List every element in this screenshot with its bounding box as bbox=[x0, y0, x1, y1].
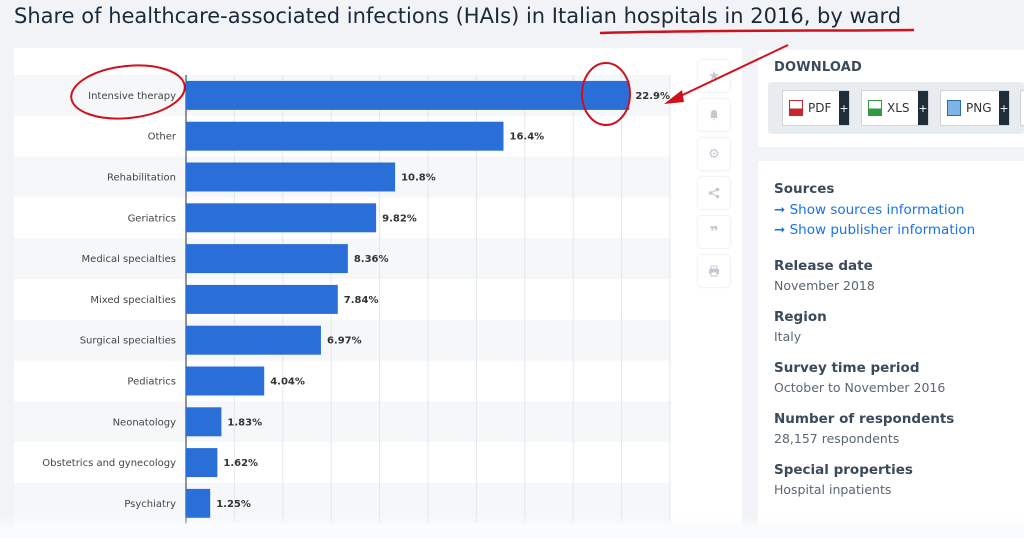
show-publisher-text: Show publisher information bbox=[789, 222, 976, 238]
data-label: 9.82% bbox=[382, 213, 417, 224]
category-label: Pediatrics bbox=[127, 377, 176, 388]
title-part-3: , by ward bbox=[803, 4, 902, 28]
quote-icon[interactable]: ❞ bbox=[698, 216, 730, 248]
show-publisher-link[interactable]: ➞ Show publisher information bbox=[774, 222, 975, 238]
category-label: Psychiatry bbox=[124, 499, 176, 510]
data-label: 7.84% bbox=[344, 295, 379, 306]
category-label: Medical specialties bbox=[82, 254, 176, 265]
category-label: Mixed specialties bbox=[90, 295, 176, 306]
xls-file-icon bbox=[868, 100, 882, 116]
bar bbox=[186, 448, 218, 478]
survey-value: October to November 2016 bbox=[774, 380, 946, 395]
bottom-fade bbox=[0, 516, 1024, 538]
gear-icon[interactable]: ⚙ bbox=[698, 138, 730, 170]
category-label: Intensive therapy bbox=[88, 91, 176, 102]
sources-heading: Sources bbox=[774, 181, 835, 197]
bar bbox=[186, 407, 222, 437]
bar bbox=[186, 366, 265, 396]
bar bbox=[186, 80, 630, 110]
download-more-button[interactable] bbox=[1020, 90, 1024, 126]
data-label: 1.83% bbox=[227, 417, 262, 428]
download-heading: DOWNLOAD bbox=[774, 60, 863, 75]
bar bbox=[186, 121, 504, 151]
region-section: Region Italy bbox=[774, 309, 827, 344]
bell-icon[interactable] bbox=[698, 99, 730, 131]
chart-title: Share of healthcare-associated infection… bbox=[14, 4, 901, 28]
chart-toolbar: ★ ⚙ ❞ bbox=[698, 60, 730, 294]
show-sources-link[interactable]: ➞ Show sources information bbox=[774, 202, 975, 218]
region-value: Italy bbox=[774, 329, 802, 344]
category-label: Neonatology bbox=[113, 417, 177, 428]
bar-chart: Intensive therapy 22.9% Other 16.4% Rehabili… bbox=[14, 75, 671, 524]
download-panel: PDF + XLS + PNG + bbox=[768, 82, 1024, 134]
special-heading: Special properties bbox=[774, 462, 913, 478]
category-label: Geriatrics bbox=[128, 213, 176, 224]
bar bbox=[186, 325, 321, 355]
print-icon[interactable] bbox=[698, 255, 730, 287]
survey-heading: Survey time period bbox=[774, 360, 920, 376]
download-png-button[interactable]: PNG + bbox=[940, 90, 1010, 126]
survey-section: Survey time period October to November 2… bbox=[774, 360, 945, 395]
png-plus[interactable]: + bbox=[999, 91, 1009, 125]
region-heading: Region bbox=[774, 309, 827, 325]
release-section: Release date November 2018 bbox=[774, 258, 875, 293]
bar bbox=[186, 203, 377, 233]
special-section: Special properties Hospital inpatients bbox=[774, 462, 913, 497]
respondents-section: Number of respondents 28,157 respondents bbox=[774, 411, 954, 446]
title-part-2: in Italian hospitals in 2016 bbox=[525, 4, 804, 28]
category-label: Surgical specialties bbox=[80, 336, 176, 347]
release-value: November 2018 bbox=[774, 278, 875, 293]
bar bbox=[186, 162, 396, 192]
bar bbox=[186, 284, 338, 314]
png-file-icon bbox=[947, 100, 961, 116]
download-pdf-button[interactable]: PDF + bbox=[782, 90, 850, 126]
arrow-right-icon: ➞ bbox=[774, 202, 790, 218]
arrow-right-icon: ➞ bbox=[774, 222, 790, 238]
respondents-heading: Number of respondents bbox=[774, 411, 955, 427]
category-label: Other bbox=[148, 132, 177, 143]
row-stripe bbox=[14, 319, 670, 361]
respondents-value: 28,157 respondents bbox=[774, 431, 900, 446]
data-label: 8.36% bbox=[354, 254, 389, 265]
category-label: Rehabilitation bbox=[107, 173, 176, 184]
pdf-plus[interactable]: + bbox=[839, 91, 849, 125]
star-icon[interactable]: ★ bbox=[698, 60, 730, 92]
data-label: 16.4% bbox=[510, 132, 545, 143]
pdf-label: PDF bbox=[808, 101, 832, 115]
xls-label: XLS bbox=[887, 101, 910, 115]
share-icon[interactable] bbox=[698, 177, 730, 209]
download-xls-button[interactable]: XLS + bbox=[861, 90, 929, 126]
show-sources-text: Show sources information bbox=[789, 202, 965, 218]
data-label: 4.04% bbox=[270, 377, 305, 388]
data-label: 1.25% bbox=[216, 499, 251, 510]
special-value: Hospital inpatients bbox=[774, 482, 892, 497]
xls-plus[interactable]: + bbox=[918, 91, 928, 125]
pdf-file-icon bbox=[789, 100, 803, 116]
row-stripe bbox=[14, 401, 670, 443]
data-label: 10.8% bbox=[401, 173, 436, 184]
data-label: 1.62% bbox=[223, 458, 258, 469]
title-part-1: Share of healthcare-associated infection… bbox=[14, 4, 526, 28]
sources-section: Sources ➞ Show sources information ➞ Sho… bbox=[774, 181, 975, 238]
info-card: Sources ➞ Show sources information ➞ Sho… bbox=[758, 161, 1024, 538]
category-label: Obstetrics and gynecology bbox=[42, 458, 176, 469]
chart-card: Intensive therapy 22.9% Other 16.4% Rehabili… bbox=[14, 48, 742, 538]
bar bbox=[186, 488, 211, 518]
title-underline-annotation bbox=[599, 28, 915, 35]
data-label: 22.9% bbox=[635, 91, 670, 102]
data-label: 6.97% bbox=[327, 336, 362, 347]
bar bbox=[186, 244, 348, 274]
release-heading: Release date bbox=[774, 258, 873, 274]
download-card: DOWNLOAD PDF + XLS + PNG + bbox=[758, 50, 1024, 147]
png-label: PNG bbox=[966, 101, 992, 115]
